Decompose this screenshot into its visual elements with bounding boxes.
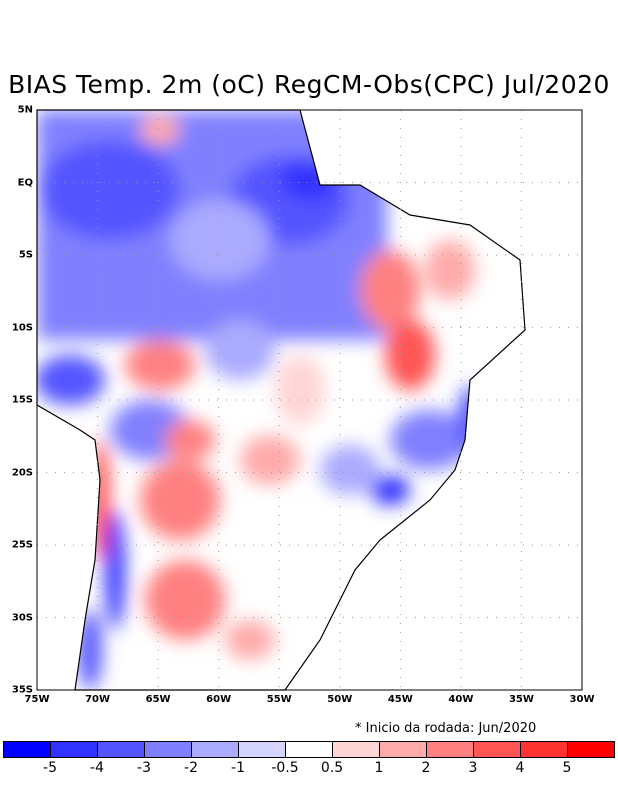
colorbar-label: -2: [184, 760, 198, 776]
run-start-note: * Inicio da rodada: Jun/2020: [355, 721, 537, 736]
lat-tick-label: 15S: [11, 394, 33, 406]
colorbar-swatch: [427, 742, 474, 757]
lon-tick-label: 50W: [327, 694, 353, 705]
lon-tick-label: 60W: [206, 694, 232, 705]
colorbar-swatch: [145, 742, 192, 757]
colorbar-label: 1: [374, 760, 384, 776]
colorbar-swatch: [380, 742, 427, 757]
colorbar-label: 0.5: [320, 760, 344, 776]
lon-tick-label: 70W: [85, 694, 111, 705]
lat-tick-label: 20S: [11, 467, 33, 478]
colorbar-swatch: [286, 742, 333, 757]
lon-tick-label: 75W: [24, 694, 50, 705]
colorbar-swatch: [98, 742, 145, 757]
colorbar-swatch: [4, 742, 51, 757]
lon-tick-label: 40W: [448, 694, 474, 705]
colorbar-label: 4: [515, 760, 525, 776]
lon-tick-label: 65W: [145, 694, 171, 705]
lat-tick-label: 5S: [18, 249, 33, 261]
lat-tick-label: 25S: [11, 539, 33, 551]
colorbar-label: -0.5: [271, 760, 299, 776]
colorbar-label: 3: [468, 760, 478, 776]
lon-tick-label: 45W: [387, 694, 413, 705]
colorbar-label: -5: [43, 760, 57, 776]
lat-tick-label: 5N: [17, 104, 33, 116]
colorbar-swatch: [568, 742, 614, 757]
colorbar-swatch: [51, 742, 98, 757]
lat-tick-label: 35S: [11, 684, 33, 696]
bias-field: [37, 110, 525, 690]
chart-title: BIAS Temp. 2m (oC) RegCM-Obs(CPC) Jul/20…: [8, 70, 610, 99]
map-frame: [36, 109, 583, 691]
colorbar-swatch: [474, 742, 521, 757]
colorbar-swatch: [521, 742, 568, 757]
lon-tick-label: 30W: [569, 694, 595, 705]
colorbar-swatch: [333, 742, 380, 757]
colorbar-swatch: [239, 742, 286, 757]
grid-lines: [37, 110, 582, 690]
coastline: [36, 109, 526, 691]
lon-tick-label: 55W: [266, 694, 292, 705]
colorbar-label: -4: [90, 760, 104, 776]
colorbar-label: 5: [562, 760, 572, 776]
lat-tick-label: 10S: [11, 322, 33, 333]
lon-tick-label: 35W: [508, 694, 534, 705]
colorbar-label: 2: [421, 760, 431, 776]
colorbar-label: -3: [137, 760, 151, 776]
colorbar-swatch: [192, 742, 239, 757]
colorbar: [3, 741, 615, 758]
lat-tick-label: EQ: [17, 177, 33, 188]
lat-tick-label: 30S: [11, 612, 33, 623]
colorbar-label: -1: [231, 760, 245, 776]
